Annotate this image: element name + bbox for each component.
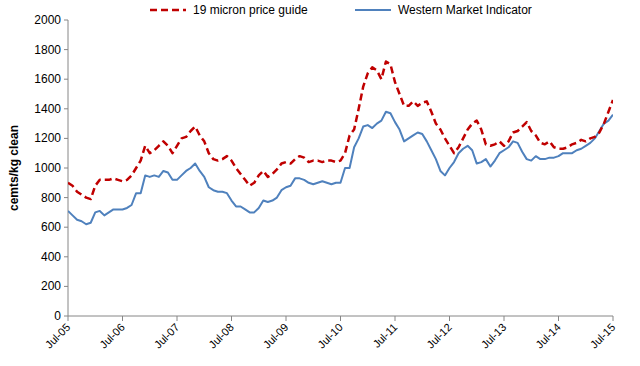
x-tick-label: Jul-06 — [97, 321, 127, 351]
y-tick — [64, 79, 68, 80]
x-tick — [449, 316, 450, 321]
x-tick — [395, 316, 396, 321]
series-line — [68, 61, 613, 199]
x-tick — [286, 316, 287, 321]
y-tick-label: 0 — [54, 309, 61, 323]
x-tick — [340, 316, 341, 321]
legend-label: 19 micron price guide — [193, 3, 308, 17]
x-tick — [68, 316, 69, 321]
x-tick — [231, 316, 232, 321]
x-tick-label: Jul-10 — [315, 321, 345, 351]
y-tick — [64, 316, 68, 317]
y-tick-label: 400 — [41, 250, 61, 264]
x-tick — [558, 316, 559, 321]
y-tick-label: 800 — [41, 191, 61, 205]
y-tick-label: 200 — [41, 279, 61, 293]
x-tick — [504, 316, 505, 321]
plot-lines — [68, 61, 613, 224]
x-tick — [122, 316, 123, 321]
y-tick-label: 2000 — [34, 13, 61, 27]
y-tick — [64, 138, 68, 139]
legend-label: Western Market Indicator — [398, 3, 532, 17]
y-tick-label: 1000 — [34, 161, 61, 175]
y-tick-label: 600 — [41, 220, 61, 234]
y-tick — [64, 227, 68, 228]
x-tick-label: Jul-15 — [588, 321, 618, 351]
y-axis-label: cemts/kg clean — [7, 125, 21, 211]
x-tick-label: Jul-11 — [370, 321, 399, 350]
y-tick — [64, 197, 68, 198]
legend-swatch — [355, 9, 391, 11]
y-tick-label: 1600 — [34, 72, 61, 86]
legend-swatch — [150, 9, 186, 12]
y-tick — [64, 256, 68, 257]
y-tick-label: 1800 — [34, 43, 61, 57]
chart: 0 200 400 600 800 1000 1200 1400 1600 1800 2000 Jul… — [0, 0, 640, 366]
x-tick-label: Jul-07 — [152, 321, 182, 351]
x-tick-label: Jul-12 — [424, 321, 454, 351]
y-tick — [64, 20, 68, 21]
y-tick — [64, 108, 68, 109]
x-tick-label: Jul-08 — [206, 321, 236, 351]
y-tick-label: 1200 — [34, 131, 61, 145]
x-tick-label: Jul-13 — [479, 321, 509, 351]
x-tick-label: Jul-05 — [43, 321, 73, 351]
y-tick — [64, 168, 68, 169]
y-tick — [64, 286, 68, 287]
x-tick-label: Jul-14 — [533, 321, 563, 351]
y-tick-label: 1400 — [34, 102, 61, 116]
x-tick-label: Jul-09 — [261, 321, 291, 351]
y-tick — [64, 49, 68, 50]
x-tick — [177, 316, 178, 321]
x-tick — [613, 316, 614, 321]
